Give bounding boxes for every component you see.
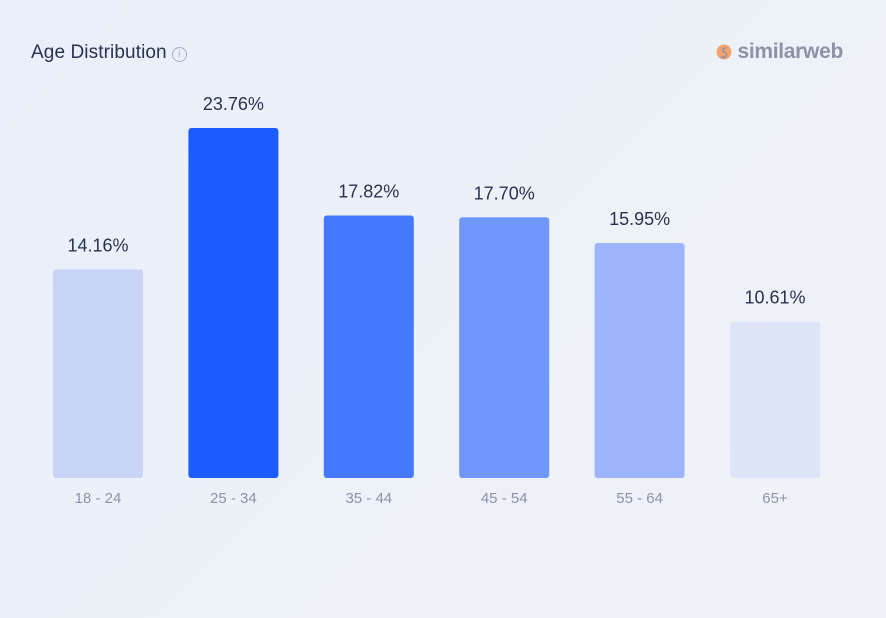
similarweb-logo-icon (716, 44, 732, 60)
bar-value-label: 17.70% (474, 183, 535, 203)
bar-6[interactable] (730, 321, 820, 478)
bar-2[interactable] (188, 128, 279, 478)
brand-logo: similarweb (716, 40, 843, 64)
category-label: 25 - 34 (210, 490, 257, 507)
bar-4[interactable] (459, 217, 550, 479)
category-label: 18 - 24 (75, 490, 122, 507)
bar-value-label: 15.95% (609, 209, 670, 229)
category-label: 55 - 64 (616, 490, 663, 507)
category-label: 35 - 44 (345, 490, 392, 507)
chart-header: Age Distribution i (31, 42, 187, 64)
category-label: 45 - 54 (481, 490, 528, 507)
bar-value-label: 23.76% (203, 94, 264, 114)
info-icon[interactable]: i (171, 46, 187, 62)
chart-title: Age Distribution (31, 42, 167, 63)
bar-value-label: 10.61% (744, 288, 805, 308)
bar-1[interactable] (53, 269, 143, 478)
bar-3[interactable] (323, 215, 414, 479)
category-label: 65+ (762, 490, 788, 507)
brand-name: similarweb (737, 40, 843, 63)
bar-value-label: 14.16% (67, 235, 128, 255)
bar-value-label: 17.82% (338, 182, 399, 202)
bar-5[interactable] (594, 243, 685, 478)
